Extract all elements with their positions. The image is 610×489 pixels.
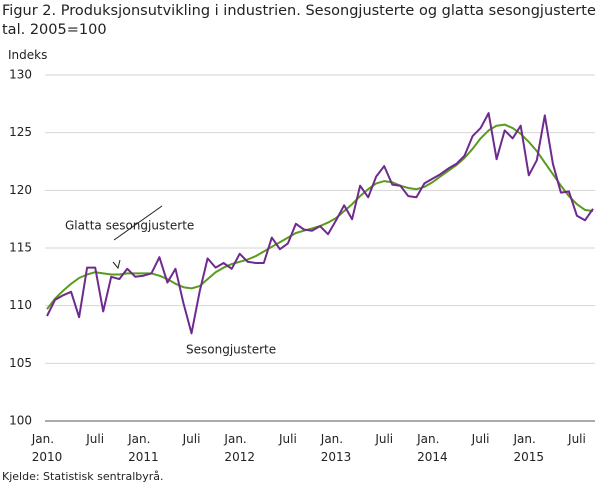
x-tick-label: Juli — [568, 432, 586, 446]
series-annotation: Glatta sesongjusterte — [65, 219, 194, 233]
y-tick-label: 115 — [9, 241, 32, 255]
x-tick-label: Juli — [471, 432, 490, 446]
series-line — [46, 123, 594, 310]
y-tick-label: 125 — [9, 125, 32, 139]
y-tick-label: 105 — [9, 356, 32, 370]
y-tick-label: 120 — [9, 183, 32, 197]
chart-title: Figur 2. Produksjonsutvikling i industri… — [2, 3, 596, 38]
y-axis-label: Indeks — [8, 48, 48, 62]
x-tick-label: Jan. 2010 — [31, 432, 63, 464]
y-tick-label: 110 — [9, 298, 32, 312]
arrow-head — [112, 259, 121, 270]
x-tick-label: Jan. 2012 — [224, 432, 255, 464]
x-tick-label: Juli — [86, 432, 105, 446]
x-tick-label: Jan. 2015 — [513, 432, 545, 464]
x-tick-label: Jan. 2014 — [417, 432, 448, 464]
y-tick-label: 100 — [9, 414, 32, 428]
source: Kjelde: Statistisk sentralbyrå. — [2, 470, 164, 483]
series-annotation: Sesongjusterte — [186, 343, 276, 357]
series-line — [46, 112, 594, 335]
y-tick-label: 130 — [9, 68, 32, 82]
x-tick-label: Juli — [278, 432, 297, 446]
x-tick-label: Jan. 2013 — [320, 432, 352, 464]
x-tick-label: Jan. 2011 — [128, 432, 159, 464]
x-tick-label: Juli — [182, 432, 201, 446]
x-tick-label: Juli — [375, 432, 394, 446]
annotation-arrow — [113, 205, 163, 241]
